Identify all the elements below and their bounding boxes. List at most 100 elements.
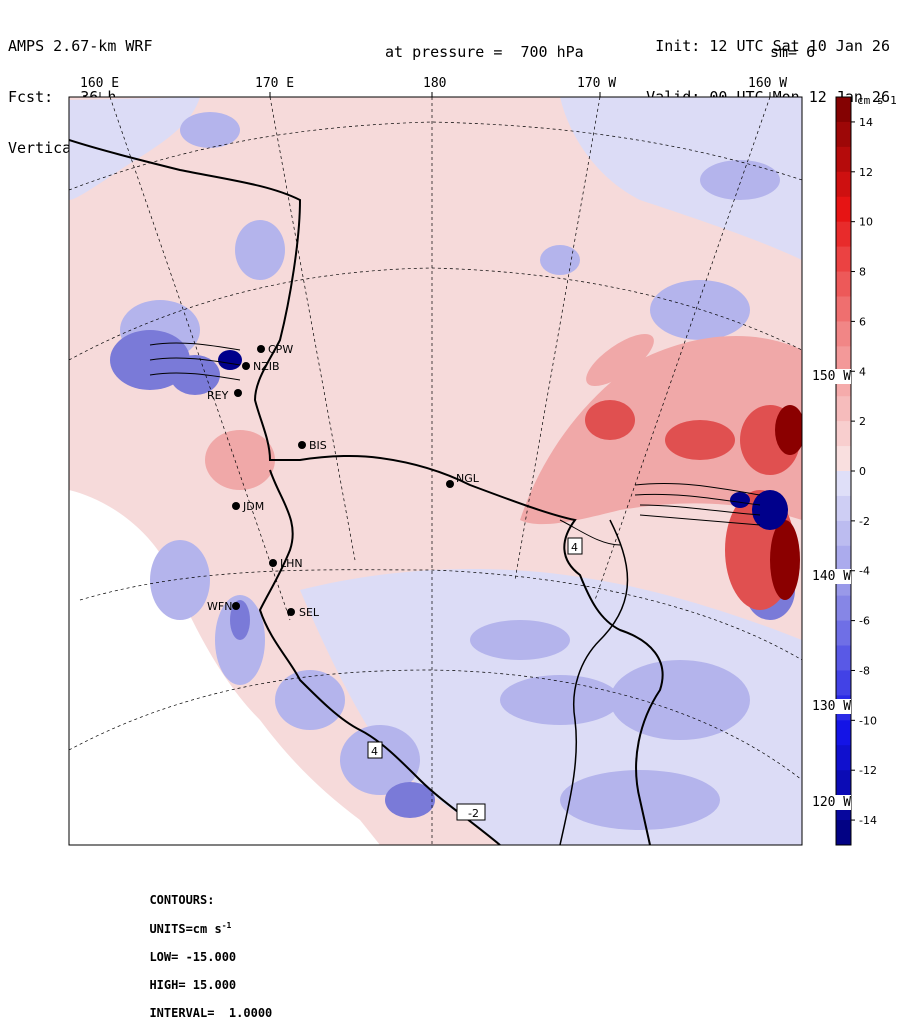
colorbar-bin (836, 171, 851, 198)
station-bis[interactable]: BIS (298, 439, 327, 452)
colorbar-tick-label: -12 (859, 764, 877, 777)
station-label-rey: REY (207, 389, 229, 402)
lon-label-170w: 170 W (577, 76, 617, 91)
positive-patches (205, 333, 802, 525)
colorbar-bin (836, 820, 851, 846)
station-label-ngl: NGL (456, 472, 480, 485)
vertical-velocity-map: CPW NZIB REY BIS NGL JDM (68, 92, 877, 846)
colorbar-bin (836, 770, 851, 796)
model-title: AMPS 2.67-km WRF (8, 37, 153, 55)
footer-interval: INTERVAL= 1.0000 (149, 1006, 273, 1020)
lon-label-170e: 170 E (255, 76, 295, 91)
lat-label-140w: 140 W (812, 569, 852, 584)
extremum-box: 4 (367, 741, 383, 759)
colorbar-tick-label: -8 (859, 664, 870, 677)
station-lhn[interactable]: LHN (269, 557, 303, 570)
station-jdm[interactable]: JDM (232, 500, 264, 513)
lat-label-120w: 120 W (812, 795, 852, 810)
station-ngl[interactable]: NGL (446, 472, 480, 488)
colorbar-tick-label: 6 (859, 315, 866, 328)
station-label-nzib: NZIB (253, 360, 280, 373)
nw-negative-field (69, 97, 200, 200)
strong-positive-patches (770, 405, 802, 600)
lat-label-150w: 150 W (812, 369, 852, 384)
pressure-level: at pressure = 700 hPa (385, 43, 584, 61)
colorbar-bin (836, 396, 851, 422)
lon-label-160e: 160 E (80, 76, 120, 91)
colorbar-bin (836, 471, 851, 497)
top-ticks (99, 92, 771, 97)
colorbar-bin (836, 221, 851, 248)
station-markers: CPW NZIB REY BIS NGL JDM (207, 343, 480, 619)
footer-units: UNITS=cm s (149, 922, 222, 936)
station-rey[interactable]: REY (207, 389, 242, 402)
extremum-box: 4 (567, 537, 583, 555)
colorbar-bin (836, 595, 851, 622)
station-label-jdm: JDM (242, 500, 264, 513)
footer-high: HIGH= 15.000 (149, 978, 237, 992)
colorbar-bin (836, 146, 851, 173)
colorbar-bin (836, 495, 851, 522)
colorbar-tick-label: 0 (859, 465, 866, 478)
station-label-wfn: WFN (207, 600, 232, 613)
station-label-lhn: LHN (280, 557, 303, 570)
station-label-cpw: CPW (268, 343, 293, 356)
colorbar-tick-label: -14 (859, 814, 877, 827)
colorbar-tick-label: -2 (859, 515, 870, 528)
colorbar-tick-label: 14 (859, 116, 873, 129)
coastline (69, 139, 664, 845)
colorbar-tick-label: -6 (859, 615, 870, 628)
smoothing-value: sm= 6 (770, 43, 816, 61)
contour-info: CONTOURS: UNITS=cm s-1 LOW= -15.000 HIGH… (135, 879, 272, 1020)
colorbar-tick-label: 2 (859, 415, 866, 428)
svg-text:4: 4 (571, 541, 578, 554)
colorbar-bin (836, 321, 851, 347)
colorbar-bin (836, 745, 851, 771)
extremum-box: -2 (456, 803, 486, 821)
colorbar-bin (836, 196, 851, 223)
colorbar-bin (836, 645, 851, 671)
colorbar-tick-label: 8 (859, 266, 866, 279)
colorbar-bin (836, 121, 851, 148)
colorbar-bin (836, 446, 851, 472)
station-wfn[interactable]: WFN (207, 600, 240, 613)
colorbar-units: cm s-1 (857, 94, 897, 107)
colorbar: 14 12 10 8 6 4 2 0 -2 -4 -6 -8 -10 -12 -14 (835, 96, 877, 846)
colorbar-bin (836, 545, 851, 572)
station-label-sel: SEL (299, 606, 320, 619)
svg-text:4: 4 (371, 745, 378, 758)
lat-label-130w: 130 W (812, 699, 852, 714)
ice-shelf-edge (559, 519, 629, 845)
graticule (69, 97, 802, 845)
colorbar-tick-label: -4 (859, 565, 870, 578)
grounding-line (258, 469, 501, 845)
colorbar-bin (836, 246, 851, 273)
svg-text:-2: -2 (468, 807, 479, 820)
footer-units-sup: -1 (221, 921, 232, 930)
colorbar-tick-label: 12 (859, 166, 873, 179)
colorbar-bin (836, 346, 851, 372)
colorbar-bin (836, 520, 851, 547)
colorbar-bin (836, 720, 851, 746)
colorbar-tick-label: 4 (859, 365, 866, 378)
footer-contours: CONTOURS: (149, 893, 215, 907)
colorbar-bin (836, 670, 851, 696)
station-cpw[interactable]: CPW (257, 343, 293, 356)
footer-low: LOW= -15.000 (149, 950, 237, 964)
init-time: Init: 12 UTC Sat 10 Jan 26 (655, 37, 890, 55)
plot-frame (68, 96, 803, 846)
extrema-markers: 4 4 -2 (367, 537, 583, 821)
lon-label-160w: 160 W (748, 76, 788, 91)
colorbar-bin (836, 296, 851, 322)
map-plot-area: CPW NZIB REY BIS NGL JDM (69, 97, 802, 845)
colorbar-bin (836, 421, 851, 447)
station-label-bis: BIS (309, 439, 327, 452)
strong-negative-core (218, 350, 788, 530)
colorbar-tick-label: 10 (859, 216, 873, 229)
colorbar-bin (836, 97, 851, 123)
colorbar-tick-label: -10 (859, 714, 877, 727)
lon-label-180: 180 (423, 76, 447, 91)
station-sel[interactable]: SEL (287, 606, 320, 619)
colorbar-bin (836, 620, 851, 647)
station-nzib[interactable]: NZIB (242, 360, 280, 373)
